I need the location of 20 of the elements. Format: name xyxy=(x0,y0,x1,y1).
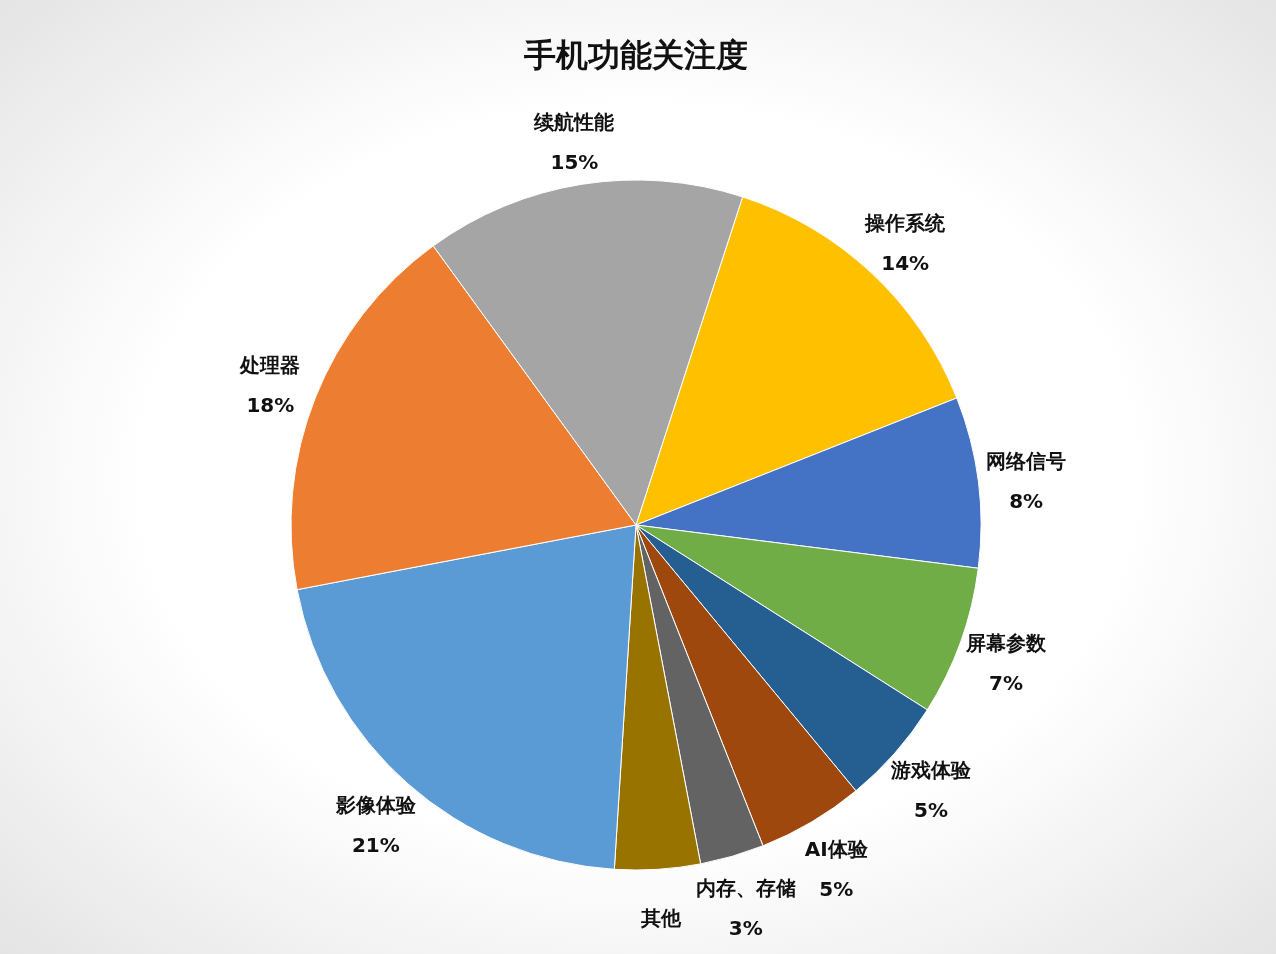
slice-label: 游戏体验 xyxy=(890,758,973,783)
data-label: 14% xyxy=(881,251,930,276)
data-label: 8% xyxy=(1009,488,1044,513)
data-label: 7% xyxy=(989,671,1024,696)
slice-label: 续航性能 xyxy=(533,109,615,134)
chart-title: 手机功能关注度 xyxy=(523,36,748,74)
slice-label: 其他 xyxy=(639,905,682,930)
data-label: 5% xyxy=(914,798,948,823)
slice-label: 网络信号 xyxy=(986,448,1067,473)
slice-label: 处理器 xyxy=(239,353,301,378)
data-label: 3% xyxy=(728,915,763,940)
slice-label: 内存、存储 xyxy=(695,875,796,900)
slice-label: AI体验 xyxy=(804,836,869,861)
data-label: 5% xyxy=(819,876,854,901)
slice-label: 屏幕参数 xyxy=(965,631,1048,656)
data-label: 21% xyxy=(351,833,400,858)
data-label: 15% xyxy=(550,149,599,174)
slice-label: 影像体验 xyxy=(334,793,417,818)
data-label: 18% xyxy=(246,393,295,418)
slice-label: 操作系统 xyxy=(864,211,947,236)
